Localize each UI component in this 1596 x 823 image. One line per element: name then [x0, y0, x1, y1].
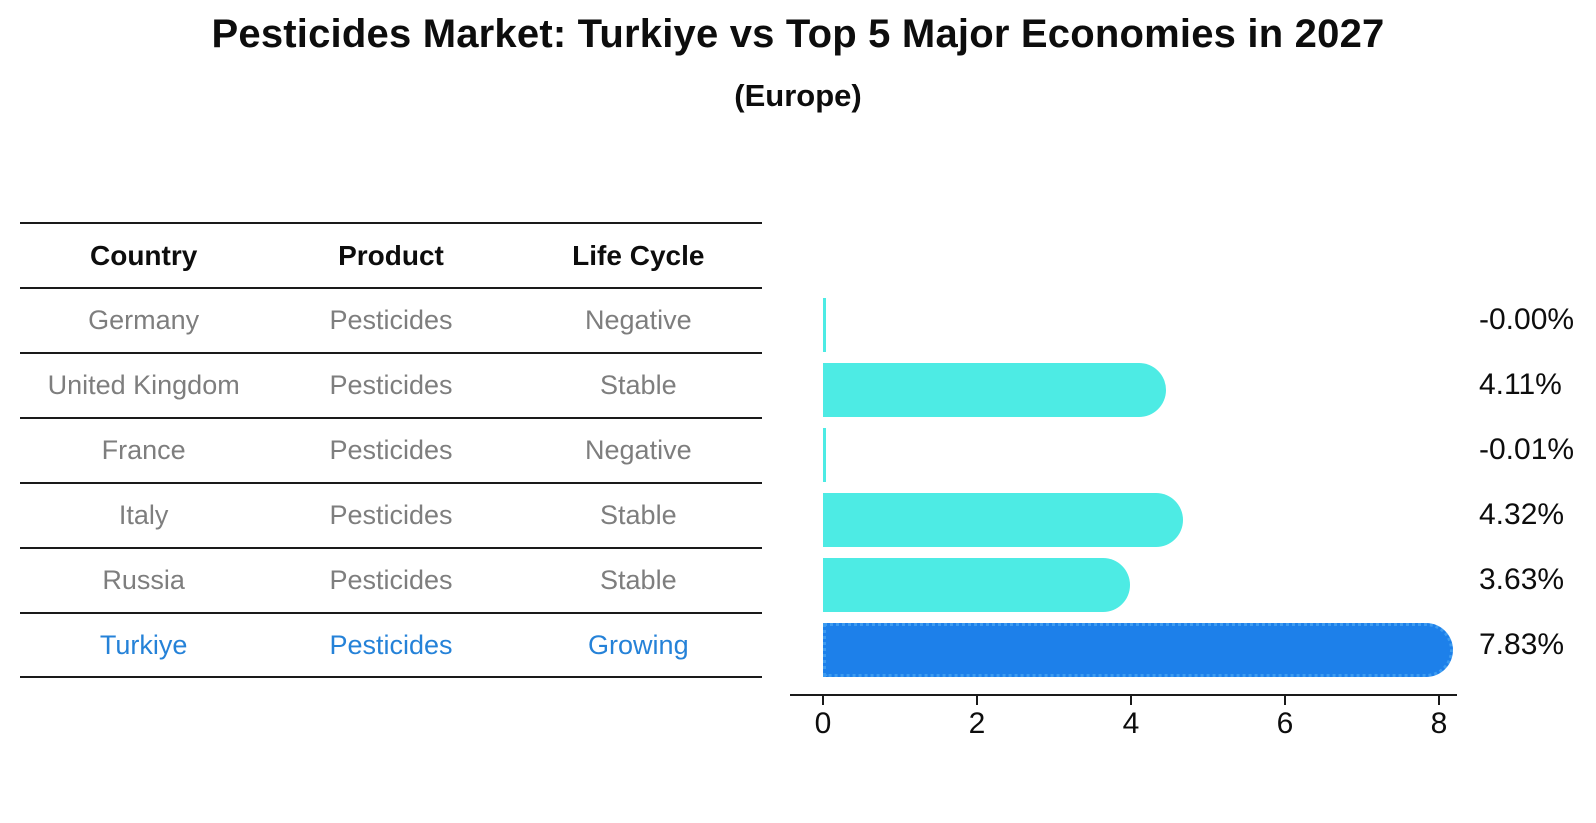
- cell-product: Pesticides: [329, 500, 453, 530]
- country-table: Country Product Life Cycle Germany Pestic…: [20, 222, 762, 678]
- cell-life-cycle: Stable: [600, 565, 677, 595]
- column-header-country: Country: [90, 239, 198, 271]
- x-axis-line: [790, 694, 1457, 696]
- x-tick-label: 8: [1430, 707, 1448, 740]
- value-label-united-kingdom: 4.11%: [1479, 367, 1562, 401]
- x-tick-mark: [1130, 696, 1132, 705]
- value-label-italy: 4.32%: [1479, 497, 1565, 531]
- cell-country: Germany: [88, 305, 200, 335]
- x-tick-label: 2: [968, 707, 986, 740]
- bar-germany: [823, 298, 826, 352]
- x-tick-mark: [1438, 696, 1440, 705]
- column-header-product: Product: [338, 239, 444, 271]
- value-label-turkiye: 7.83%: [1479, 627, 1565, 661]
- table-row-germany: Germany Pesticides Negative: [20, 287, 762, 352]
- cell-life-cycle: Stable: [600, 500, 677, 530]
- cell-country: Turkiye: [99, 629, 188, 660]
- x-tick-label: 6: [1276, 707, 1294, 740]
- value-label-france: -0.01%: [1479, 432, 1575, 466]
- value-label-russia: 3.63%: [1479, 562, 1565, 596]
- bar-russia: [823, 558, 1130, 612]
- table-header-row: Country Product Life Cycle: [20, 222, 762, 287]
- cell-country: France: [101, 435, 186, 465]
- table-row-france: France Pesticides Negative: [20, 417, 762, 482]
- table-row-turkiye: Turkiye Pesticides Growing: [20, 612, 762, 678]
- cell-life-cycle: Growing: [588, 629, 689, 660]
- chart-title: Pesticides Market: Turkiye vs Top 5 Majo…: [211, 12, 1385, 56]
- cell-life-cycle: Negative: [585, 305, 692, 335]
- cell-product: Pesticides: [329, 565, 453, 595]
- cell-life-cycle: Negative: [585, 435, 692, 465]
- column-header-life-cycle: Life Cycle: [572, 239, 705, 271]
- bar-france: [823, 428, 826, 482]
- table-row-russia: Russia Pesticides Stable: [20, 547, 762, 612]
- cell-product: Pesticides: [329, 305, 453, 335]
- cell-life-cycle: Stable: [600, 370, 677, 400]
- value-label-germany: -0.00%: [1479, 302, 1575, 336]
- x-tick-mark: [822, 696, 824, 705]
- cell-country: Italy: [118, 500, 169, 530]
- x-tick-mark: [1284, 696, 1286, 705]
- x-tick-mark: [976, 696, 978, 705]
- cell-product: Pesticides: [329, 370, 453, 400]
- bar-united-kingdom: [823, 363, 1167, 417]
- cell-product: Pesticides: [329, 435, 453, 465]
- x-tick-label: 4: [1122, 707, 1140, 740]
- bar-italy: [823, 493, 1183, 547]
- cell-country: Russia: [102, 565, 185, 595]
- x-tick-label: 0: [814, 707, 832, 740]
- table-row-united-kingdom: United Kingdom Pesticides Stable: [20, 352, 762, 417]
- bar-turkiye: [823, 623, 1453, 677]
- table-row-italy: Italy Pesticides Stable: [20, 482, 762, 547]
- chart-subtitle: (Europe): [734, 78, 862, 113]
- cell-product: Pesticides: [329, 629, 453, 660]
- cell-country: United Kingdom: [47, 370, 240, 400]
